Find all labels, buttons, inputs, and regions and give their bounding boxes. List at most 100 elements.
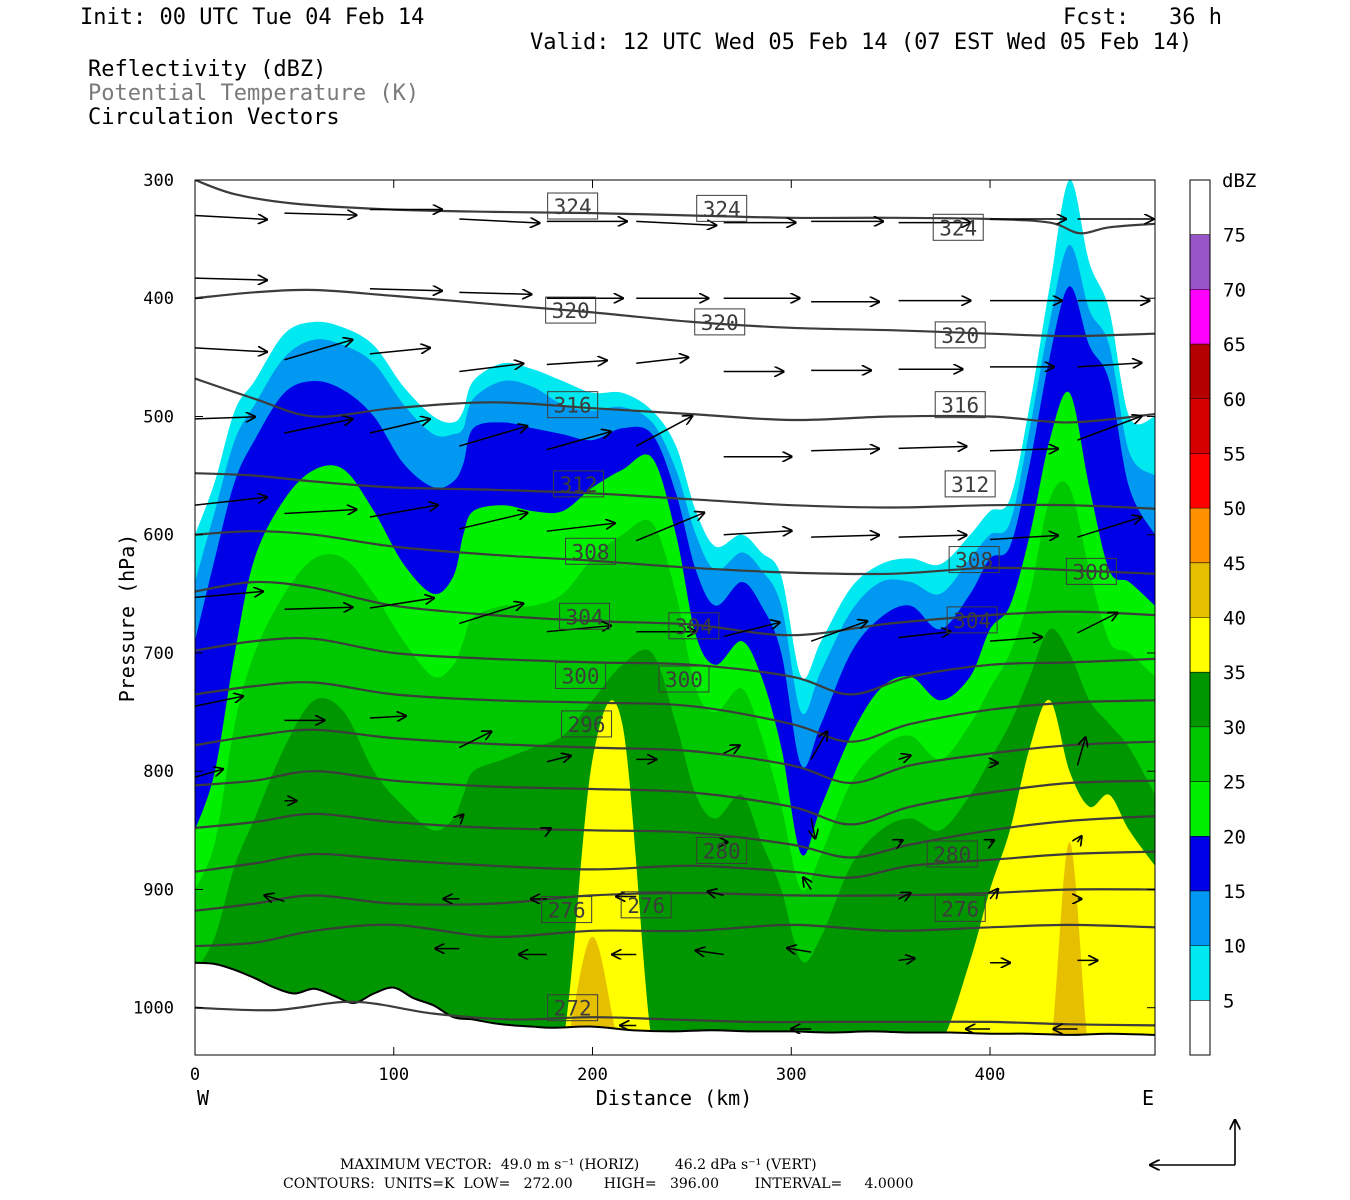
colorbar-swatch	[1190, 1000, 1210, 1055]
circulation-vector	[369, 289, 442, 291]
circulation-vector	[811, 449, 879, 451]
theta-label-text: 280	[933, 843, 971, 867]
circulation-vector	[990, 449, 1058, 451]
circulation-vector	[369, 598, 434, 609]
colorbar-label: 20	[1223, 826, 1246, 848]
colorbar-label: 40	[1223, 608, 1246, 630]
theta-label-box	[559, 602, 611, 630]
circulation-vector	[723, 622, 780, 638]
theta-label-text: 272	[554, 997, 592, 1021]
colorbar-label: 25	[1223, 772, 1246, 794]
circulation-vector	[803, 877, 811, 890]
circulation-vector	[459, 364, 523, 373]
circulation-vector	[811, 818, 815, 839]
field-theta-label: Potential Temperature (K)	[88, 81, 420, 106]
theta-label-box	[926, 840, 978, 868]
circulation-vector	[1077, 517, 1141, 538]
theta-contour-296	[195, 681, 1155, 743]
theta-contour-288	[195, 770, 1155, 826]
circulation-vector	[723, 531, 792, 535]
y-axis-label: Pressure (hPa)	[115, 534, 139, 703]
theta-label: 272	[547, 994, 599, 1022]
y-tick-label: 300	[143, 171, 174, 191]
theta-label-text: 312	[951, 473, 989, 497]
theta-contour-304	[195, 580, 1155, 637]
max-vector-note: MAXIMUM VECTOR: 49.0 m s⁻¹ (HORIZ) 46.2 …	[340, 1157, 817, 1173]
east-label: E	[1142, 1086, 1154, 1110]
theta-contour-300	[195, 636, 1155, 696]
circulation-vector	[635, 416, 692, 447]
circulation-vector	[898, 446, 967, 448]
theta-label-box	[658, 665, 710, 693]
theta-contour-320	[195, 288, 1155, 338]
theta-label-box	[547, 192, 599, 220]
theta-label-box	[668, 612, 720, 640]
circulation-vector	[195, 769, 223, 778]
circulation-vector	[195, 696, 243, 707]
theta-label-text: 276	[548, 899, 586, 923]
colorbar-swatch	[1190, 890, 1210, 946]
theta-label-text: 312	[560, 473, 598, 497]
circulation-vector	[990, 889, 998, 899]
theta-label: 304	[946, 606, 998, 634]
circulation-vector	[459, 732, 491, 749]
theta-label: 324	[932, 213, 984, 241]
circulation-vector	[284, 509, 356, 513]
theta-label-text: 296	[568, 713, 606, 737]
theta-label: 276	[541, 896, 593, 924]
circulation-vector	[459, 513, 527, 530]
reference-vector-icon	[1150, 1120, 1235, 1165]
circulation-vector	[195, 497, 267, 506]
west-label: W	[197, 1086, 210, 1110]
y-tick-label: 1000	[133, 999, 174, 1019]
theta-label-box	[944, 470, 996, 498]
theta-label: 320	[694, 308, 746, 336]
circulation-vectors	[195, 210, 1153, 1029]
theta-label: 300	[555, 661, 607, 689]
theta-label: 308	[948, 546, 1000, 574]
y-tick-label: 800	[143, 762, 174, 782]
colorbar-swatch	[1190, 508, 1210, 563]
theta-label-text: 320	[941, 324, 979, 348]
circulation-vector	[459, 603, 523, 625]
y-tick-label: 400	[143, 289, 174, 309]
circulation-vector	[546, 432, 611, 451]
circulation-vector	[636, 221, 716, 225]
theta-label: 324	[696, 194, 748, 222]
x-tick-label: 300	[776, 1065, 807, 1085]
plot-frame	[194, 179, 1156, 1056]
colorbar-unit: dBZ	[1222, 170, 1256, 192]
theta-label: 276	[934, 894, 986, 922]
colorbar-label: 30	[1223, 717, 1246, 739]
theta-label-text: 276	[941, 897, 979, 921]
theta-label: 308	[565, 537, 617, 565]
theta-label-box	[547, 391, 599, 419]
forecast-hour: Fcst: 36 h	[1063, 5, 1222, 30]
circulation-vector	[787, 948, 812, 952]
theta-label-text: 308	[1072, 560, 1110, 584]
circulation-vector	[898, 632, 951, 639]
theta-labels: 324 324 324 320 320 320 316 316 312 312 308 308 308 3…	[541, 192, 1117, 1022]
circulation-vector	[369, 716, 406, 718]
theta-label-box	[561, 710, 613, 738]
axes: 300 400 500 600 700 800 900 1000 0 100 200 300 400	[133, 171, 1155, 1085]
circulation-vector	[369, 505, 438, 518]
circulation-vector	[635, 513, 704, 542]
circulation-vector	[195, 215, 267, 219]
colorbar-swatch	[1190, 344, 1210, 399]
theta-label-box	[694, 308, 746, 336]
theta-label-text: 280	[703, 839, 741, 863]
colorbar-label: 70	[1223, 279, 1246, 301]
circulation-vector	[708, 891, 724, 895]
colorbar-swatch	[1190, 398, 1210, 454]
theta-label-text: 308	[955, 549, 993, 573]
y-tick-label: 600	[143, 526, 174, 546]
terrain-mask	[195, 962, 1155, 1055]
circulation-vector	[546, 756, 571, 762]
circulation-vector	[898, 893, 911, 899]
colorbar-swatch	[1190, 180, 1210, 235]
theta-label-box	[934, 894, 986, 922]
circulation-vector	[459, 219, 539, 223]
x-tick-label: 400	[975, 1065, 1006, 1085]
